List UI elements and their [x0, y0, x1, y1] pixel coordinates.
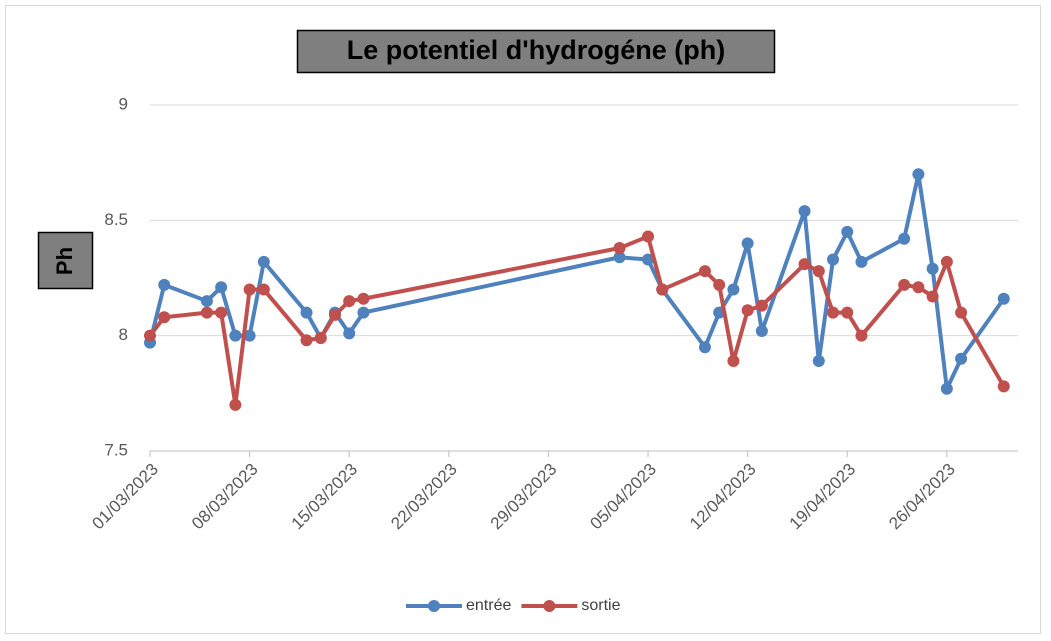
marker — [841, 306, 854, 319]
marker — [912, 168, 925, 181]
marker — [812, 355, 825, 368]
y-label-box — [37, 231, 94, 290]
marker — [257, 255, 270, 268]
marker — [613, 242, 626, 255]
marker — [855, 329, 868, 342]
marker — [812, 265, 825, 278]
marker — [727, 283, 740, 296]
marker — [755, 325, 768, 338]
marker — [912, 281, 925, 294]
y-tick-label: 9 — [119, 94, 128, 113]
marker — [741, 237, 754, 250]
marker — [300, 334, 313, 347]
marker — [798, 258, 811, 271]
legend-marker — [428, 600, 440, 612]
marker — [229, 398, 242, 411]
marker — [229, 329, 242, 342]
legend-marker — [543, 600, 556, 612]
marker — [158, 278, 171, 291]
marker — [827, 306, 840, 319]
marker — [855, 255, 868, 268]
marker — [243, 329, 256, 342]
marker — [215, 306, 228, 319]
marker — [642, 230, 655, 243]
marker — [798, 205, 811, 218]
marker — [328, 308, 341, 321]
marker — [698, 265, 711, 278]
y-tick-label: 8.5 — [104, 210, 128, 229]
marker — [613, 251, 626, 264]
chart-title: Le potentiel d'hydrogéne (ph) — [347, 35, 725, 65]
y-tick-label: 8 — [119, 325, 128, 344]
marker — [357, 292, 370, 305]
marker — [741, 304, 754, 317]
chart-border — [5, 5, 1041, 634]
marker — [158, 311, 171, 324]
y-axis-label: Ph — [52, 247, 77, 275]
marker — [997, 292, 1010, 305]
marker — [755, 299, 768, 312]
marker — [314, 331, 327, 344]
marker — [898, 278, 911, 291]
marker — [200, 295, 213, 308]
marker — [841, 225, 854, 238]
title-box — [296, 29, 776, 74]
marker — [898, 232, 911, 245]
marker — [827, 253, 840, 266]
marker — [656, 283, 669, 296]
marker — [642, 253, 655, 266]
marker — [940, 382, 953, 395]
marker — [343, 295, 356, 308]
marker — [940, 255, 953, 268]
marker — [343, 327, 356, 340]
marker — [215, 281, 228, 294]
marker — [926, 290, 939, 303]
marker — [713, 278, 726, 291]
legend-label: sortie — [581, 597, 620, 614]
marker — [926, 262, 939, 275]
y-tick-label: 7.5 — [104, 440, 128, 459]
marker — [257, 283, 270, 296]
marker — [727, 355, 740, 368]
marker — [200, 306, 213, 319]
marker — [144, 329, 156, 342]
legend-label: entrée — [466, 597, 511, 614]
marker — [300, 306, 313, 319]
marker — [698, 341, 711, 354]
marker — [997, 380, 1010, 393]
marker — [955, 352, 968, 365]
marker — [357, 306, 370, 319]
marker — [243, 283, 256, 296]
marker — [955, 306, 968, 319]
